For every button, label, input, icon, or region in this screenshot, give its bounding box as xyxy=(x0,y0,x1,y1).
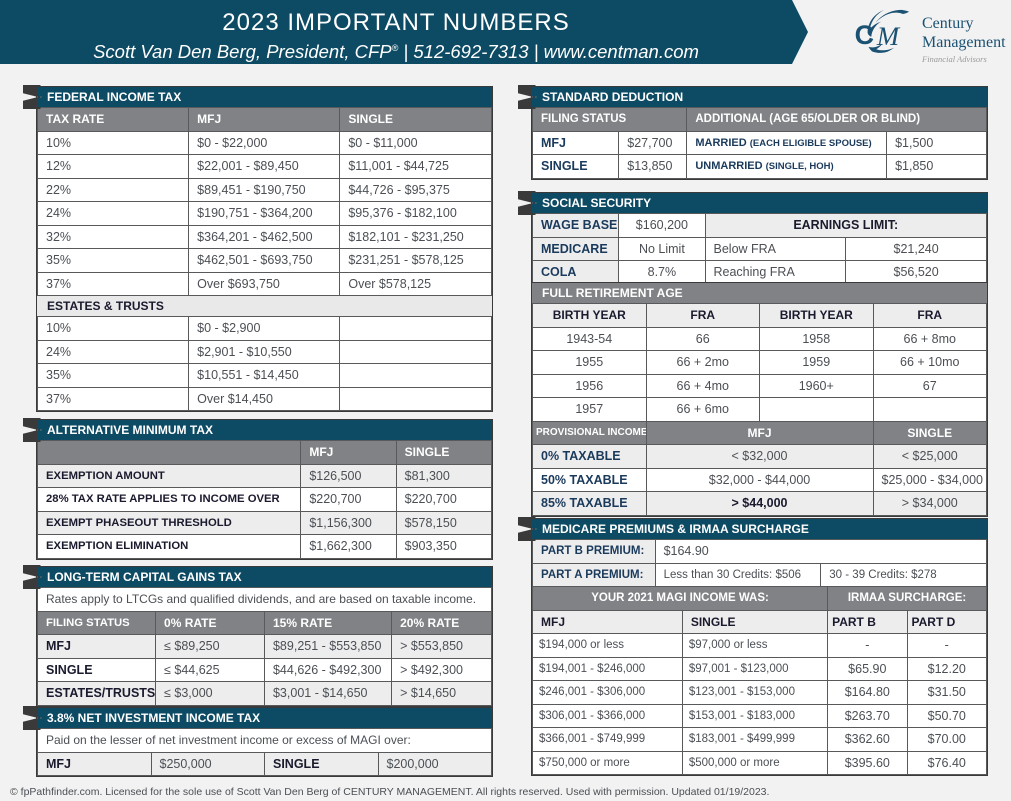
svg-text:C: C xyxy=(855,20,874,50)
svg-text:M: M xyxy=(876,21,901,51)
